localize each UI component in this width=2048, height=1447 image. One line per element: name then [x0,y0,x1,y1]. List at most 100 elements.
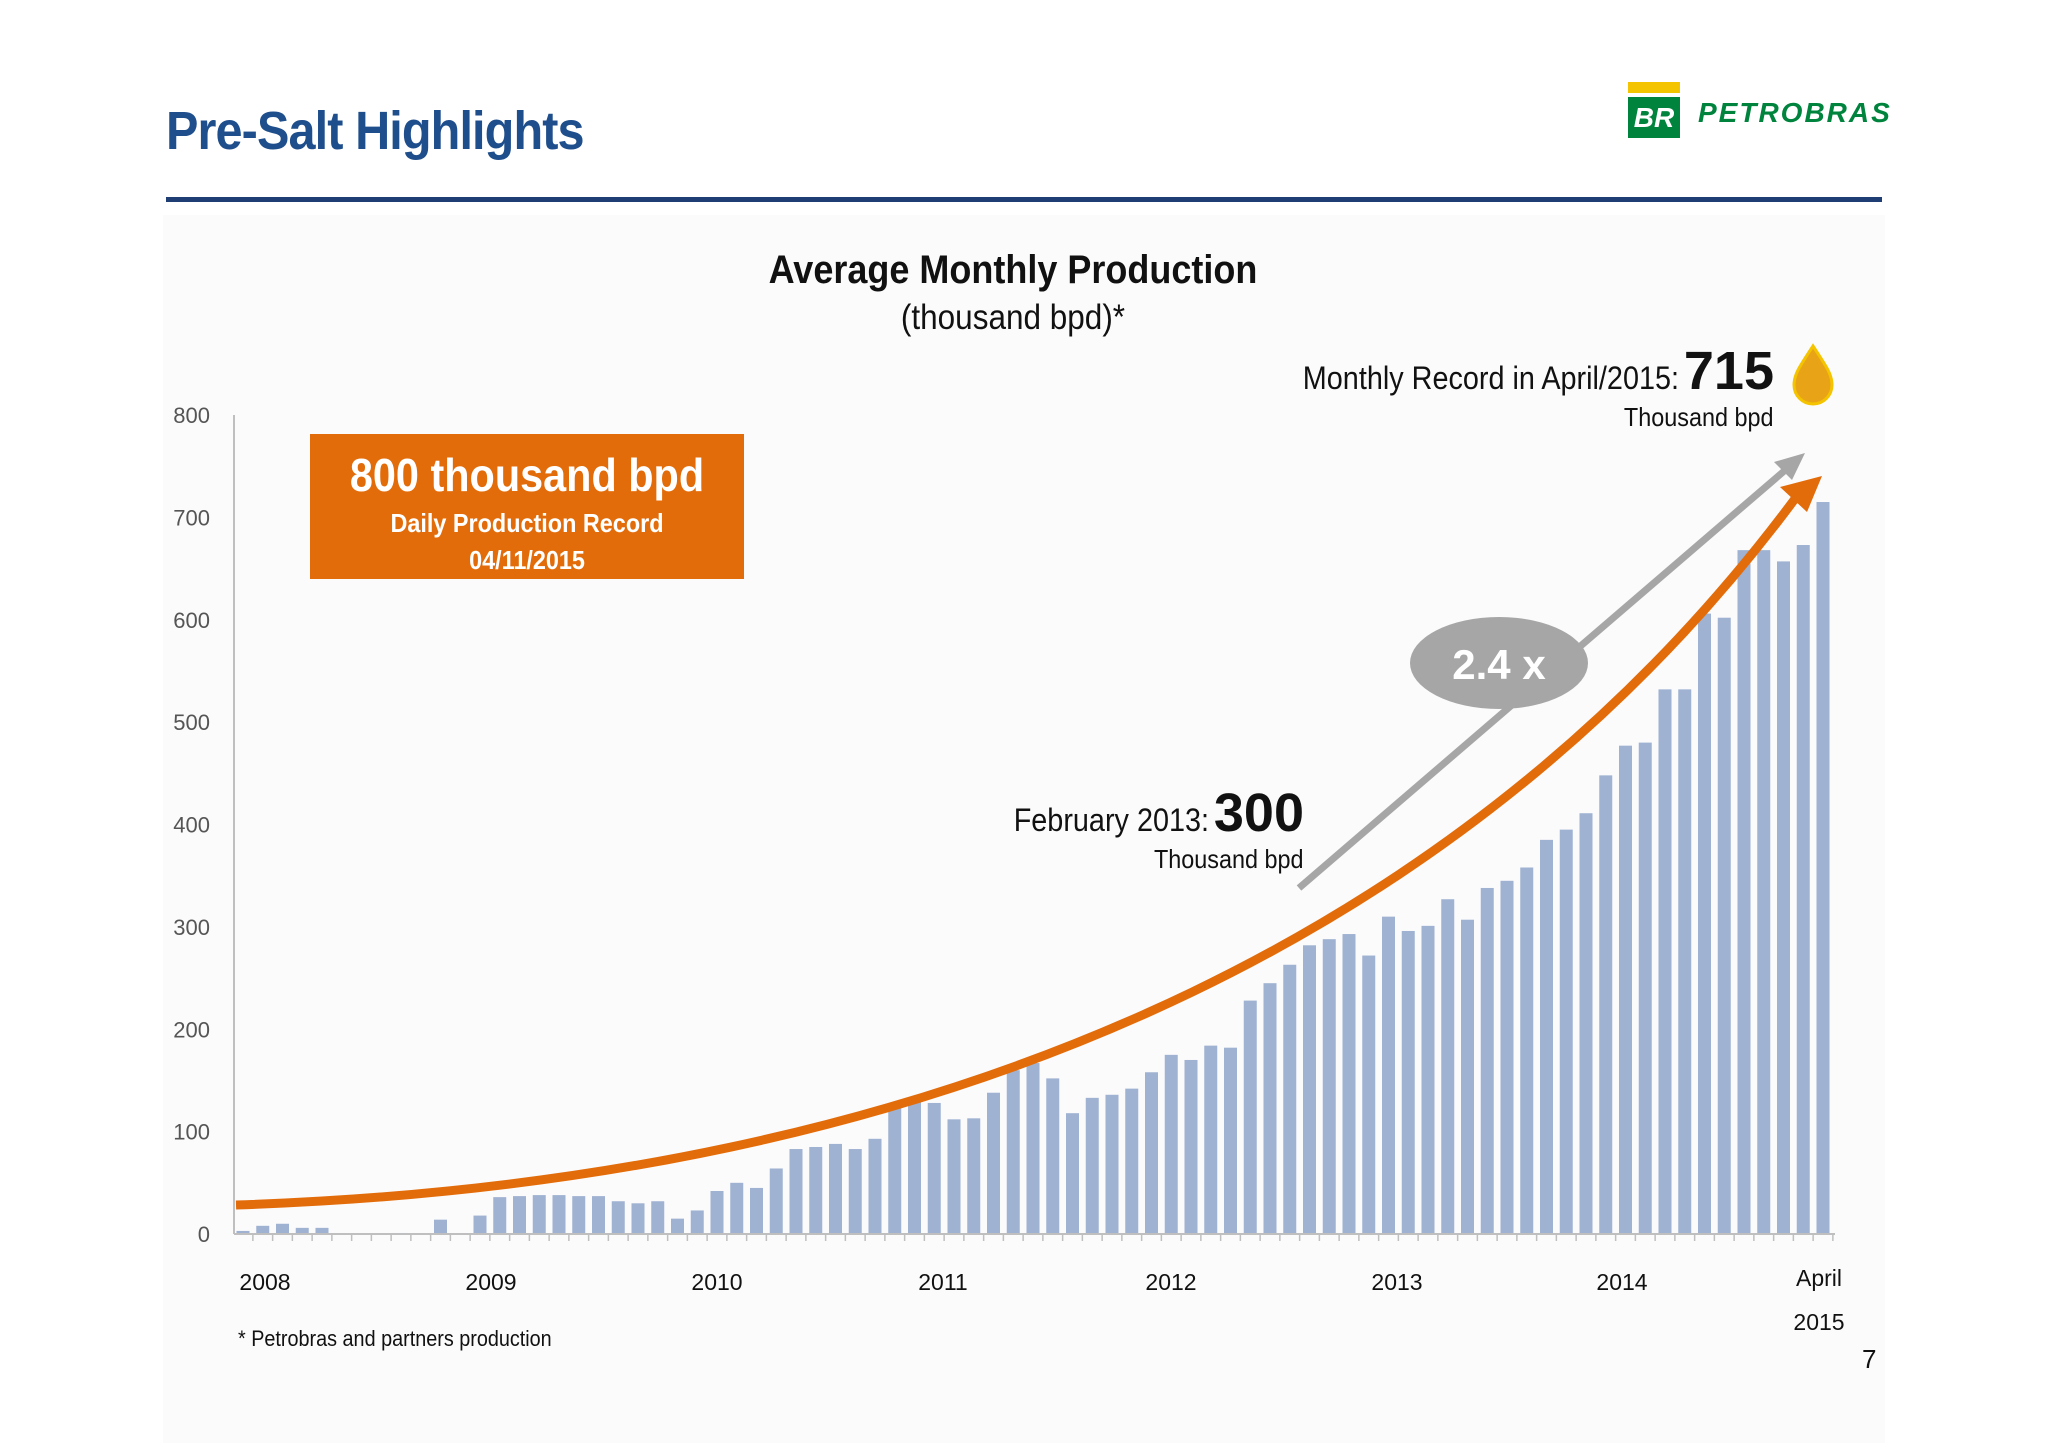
x-tick-label: 2013 [1371,1269,1422,1295]
bar [1579,813,1593,1234]
bar [809,1146,823,1234]
bar [1046,1078,1060,1234]
bar [927,1102,941,1234]
feb2013-annotation: February 2013: 300 Thousand bpd [992,782,1304,875]
y-tick-label: 200 [173,1017,210,1042]
bar [769,1168,783,1234]
trend-arrowhead [1780,476,1822,512]
bar [1796,545,1810,1234]
logo-wordmark: PETROBRAS [1698,97,1892,128]
x-tick-label: 2009 [465,1269,516,1295]
x-tick-label: April [1796,1265,1842,1291]
bar [789,1149,803,1234]
bar [908,1101,921,1234]
title-divider [166,197,1882,202]
feb2013-unit: Thousand bpd [1154,844,1304,874]
trend-curve [235,489,1804,1210]
bar [295,1227,309,1234]
bar [493,1197,507,1234]
bar [848,1149,862,1234]
bar [1500,880,1514,1234]
daily-record-headline: 800 thousand bpd [349,449,705,501]
bar [1006,1070,1020,1234]
bar [690,1210,704,1234]
bar [434,1219,447,1234]
bar [1342,934,1356,1234]
bar [1382,916,1395,1234]
bar [829,1143,842,1234]
bar [1164,1054,1178,1234]
bar [987,1092,1000,1234]
bar [572,1196,586,1234]
y-tick-label: 100 [173,1120,210,1145]
bar [1125,1088,1139,1234]
logo-mark: BR [1634,102,1675,133]
monthly-record-label: Monthly Record in April/2015: [1303,360,1680,396]
bar [1322,939,1336,1234]
bar [967,1118,981,1234]
bar [592,1196,605,1234]
bar [1066,1113,1079,1234]
bar [1461,919,1474,1234]
bar [1362,955,1376,1234]
petrobras-logo: BR PETROBRAS [1628,82,1892,138]
bar [1638,742,1652,1234]
bar [868,1138,882,1234]
logo-green-block [1628,97,1680,138]
bar [671,1218,684,1234]
bar [710,1191,724,1234]
monthly-record-value: 715 [1683,341,1774,401]
bar [1401,930,1415,1234]
bar [1777,561,1790,1234]
bar [1263,983,1277,1234]
oil-drop-icon [1792,343,1834,406]
x-tick-label: 2011 [918,1269,967,1295]
daily-record-date: 04/11/2015 [469,545,585,575]
bar [1619,745,1632,1234]
bar [947,1119,961,1234]
bar [1658,689,1672,1234]
bar [1737,550,1751,1234]
daily-record-line1: Daily Production Record [390,508,664,538]
bar [651,1201,665,1234]
bar [236,1230,250,1234]
bar [631,1203,645,1234]
bar [888,1102,902,1234]
bar [1678,689,1692,1234]
y-tick-label: 400 [173,813,210,838]
bar [1441,899,1455,1234]
x-tick-label: 2014 [1596,1269,1647,1295]
monthly-record-annotation: Monthly Record in April/2015: 715 Thousa… [1261,340,1774,433]
bar [1303,945,1316,1234]
monthly-record-unit: Thousand bpd [1624,402,1774,432]
bar [1520,867,1534,1234]
bar [1717,617,1731,1234]
bar [276,1223,289,1234]
bar [1224,1047,1237,1234]
bar [611,1201,625,1234]
x-tick-label: 2015 [1793,1309,1844,1335]
bar [1757,550,1771,1234]
page-title: Pre-Salt Highlights [166,101,585,161]
bar [513,1196,526,1234]
bar [1540,839,1553,1234]
page-number: 7 [1862,1344,1877,1374]
x-tick-label: 2008 [239,1269,290,1295]
y-tick-label: 0 [198,1222,210,1247]
bar [1480,887,1494,1234]
bar [1145,1072,1158,1234]
feb2013-label: February 2013: [1014,802,1210,838]
chart-title: Average Monthly Production [768,248,1258,292]
bar [1283,964,1297,1234]
bar [1559,829,1573,1234]
growth-badge [1410,617,1588,709]
x-axis: 2008 2009 2010 2011 2012 2013 2014 April 2015 [234,1233,1845,1335]
y-tick-label: 600 [173,608,210,633]
bar [1421,925,1435,1234]
chart-subtitle: (thousand bpd)* [900,298,1126,337]
bar [1026,1063,1040,1234]
growth-arrowhead [1774,453,1805,480]
x-tick-label: 2010 [691,1269,742,1295]
y-tick-label: 500 [173,710,210,735]
